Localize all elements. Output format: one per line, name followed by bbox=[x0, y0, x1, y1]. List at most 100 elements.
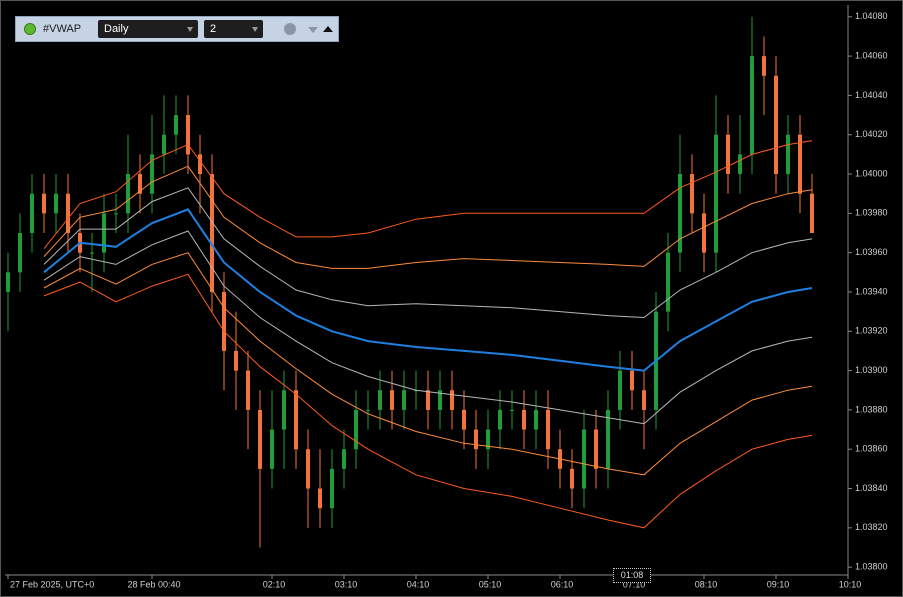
candle-body bbox=[714, 134, 718, 253]
candle-body bbox=[66, 193, 70, 233]
candle-body bbox=[738, 154, 742, 175]
candle-body bbox=[366, 409, 370, 411]
candle-body bbox=[162, 134, 166, 155]
candle-body bbox=[726, 134, 730, 175]
x-tick-label: 02:10 bbox=[263, 579, 286, 589]
y-tick-label: 1.03880 bbox=[855, 404, 888, 414]
vwap-line bbox=[43, 252, 813, 476]
vwap-line bbox=[43, 273, 813, 529]
candle-body bbox=[462, 409, 466, 430]
collapse-button[interactable] bbox=[308, 27, 318, 38]
candle-body bbox=[54, 193, 58, 214]
deviation-select[interactable]: 2 bbox=[204, 20, 263, 38]
vwap-line bbox=[43, 230, 813, 425]
candle-body bbox=[810, 193, 814, 233]
candle-body bbox=[594, 429, 598, 469]
y-tick-label: 1.03820 bbox=[855, 522, 888, 532]
candle-body bbox=[150, 154, 154, 194]
y-tick-label: 1.04020 bbox=[855, 129, 888, 139]
x-tick-label: 05:10 bbox=[479, 579, 502, 589]
candle-body bbox=[402, 390, 406, 410]
candle-body bbox=[498, 409, 502, 430]
candle-body bbox=[678, 174, 682, 253]
x-tick-label: 04:10 bbox=[407, 579, 430, 589]
candle-body bbox=[342, 449, 346, 469]
x-tick-label: 08:10 bbox=[695, 579, 718, 589]
candle-body bbox=[606, 409, 610, 469]
status-icon[interactable] bbox=[24, 23, 36, 35]
y-tick-label: 1.03800 bbox=[855, 562, 888, 572]
indicator-name: #VWAP bbox=[43, 23, 82, 35]
candle-body bbox=[126, 174, 130, 214]
candle-body bbox=[354, 409, 358, 450]
candle-body bbox=[642, 390, 646, 410]
candle-body bbox=[258, 409, 262, 469]
candle-body bbox=[222, 291, 226, 351]
candle-body bbox=[750, 56, 754, 155]
y-tick-label: 1.03920 bbox=[855, 326, 888, 336]
y-tick-label: 1.04080 bbox=[855, 11, 888, 21]
sound-button[interactable] bbox=[284, 23, 296, 35]
x-tick-label: 03:10 bbox=[335, 579, 358, 589]
candle-body bbox=[546, 409, 550, 450]
candle-body bbox=[762, 56, 766, 76]
y-tick-label: 1.04040 bbox=[855, 90, 888, 100]
y-tick-label: 1.04060 bbox=[855, 50, 888, 60]
candle-body bbox=[450, 390, 454, 410]
x-tick-label: 09:10 bbox=[767, 579, 790, 589]
candle-body bbox=[330, 468, 334, 509]
vwap-line bbox=[43, 140, 813, 250]
candle-body bbox=[786, 134, 790, 175]
candle-body bbox=[210, 174, 214, 292]
x-tick-label: 10:10 bbox=[839, 579, 862, 589]
y-tick-label: 1.03940 bbox=[855, 286, 888, 296]
expand-button[interactable] bbox=[323, 21, 333, 32]
vwap-line bbox=[43, 208, 813, 372]
x-tick-label: 07:10 bbox=[623, 579, 646, 589]
candle-body bbox=[582, 429, 586, 489]
candle-body bbox=[486, 429, 490, 450]
candle-body bbox=[798, 134, 802, 194]
candle-body bbox=[570, 468, 574, 489]
candle-body bbox=[114, 213, 118, 215]
candle-body bbox=[534, 409, 538, 430]
y-tick-label: 1.03960 bbox=[855, 247, 888, 257]
candle-body bbox=[246, 370, 250, 410]
candle-body bbox=[390, 390, 394, 410]
candle-body bbox=[666, 252, 670, 312]
candle-body bbox=[90, 252, 94, 254]
candle-body bbox=[198, 154, 202, 175]
candle-body bbox=[426, 390, 430, 410]
candle-body bbox=[378, 390, 382, 410]
crosshair-label: 01:08 bbox=[613, 568, 651, 583]
candle-body bbox=[474, 429, 478, 450]
vwap-line bbox=[43, 187, 813, 319]
candle-body bbox=[30, 193, 34, 233]
period-select[interactable]: Daily bbox=[98, 20, 198, 38]
candle-body bbox=[306, 449, 310, 489]
candle-body bbox=[6, 272, 10, 292]
candle-body bbox=[42, 193, 46, 214]
y-tick-label: 1.03980 bbox=[855, 208, 888, 218]
indicator-toolbar: #VWAP Daily 2 bbox=[15, 16, 339, 42]
candle-body bbox=[414, 390, 418, 392]
y-tick-label: 1.03840 bbox=[855, 483, 888, 493]
candle-body bbox=[294, 390, 298, 450]
candle-body bbox=[138, 174, 142, 194]
candle-body bbox=[438, 390, 442, 410]
x-tick-label: 27 Feb 2025, UTC+0 bbox=[10, 579, 94, 589]
y-tick-label: 1.03860 bbox=[855, 444, 888, 454]
x-tick-label: 06:10 bbox=[551, 579, 574, 589]
candle-body bbox=[522, 409, 526, 430]
candle-body bbox=[186, 115, 190, 155]
candle-body bbox=[618, 370, 622, 410]
candle-body bbox=[702, 213, 706, 253]
candle-body bbox=[630, 370, 634, 391]
y-tick-label: 1.04000 bbox=[855, 168, 888, 178]
candle-body bbox=[282, 390, 286, 430]
candle-body bbox=[174, 115, 178, 135]
candle-body bbox=[18, 233, 22, 273]
x-tick-label: 28 Feb 00:40 bbox=[127, 579, 180, 589]
